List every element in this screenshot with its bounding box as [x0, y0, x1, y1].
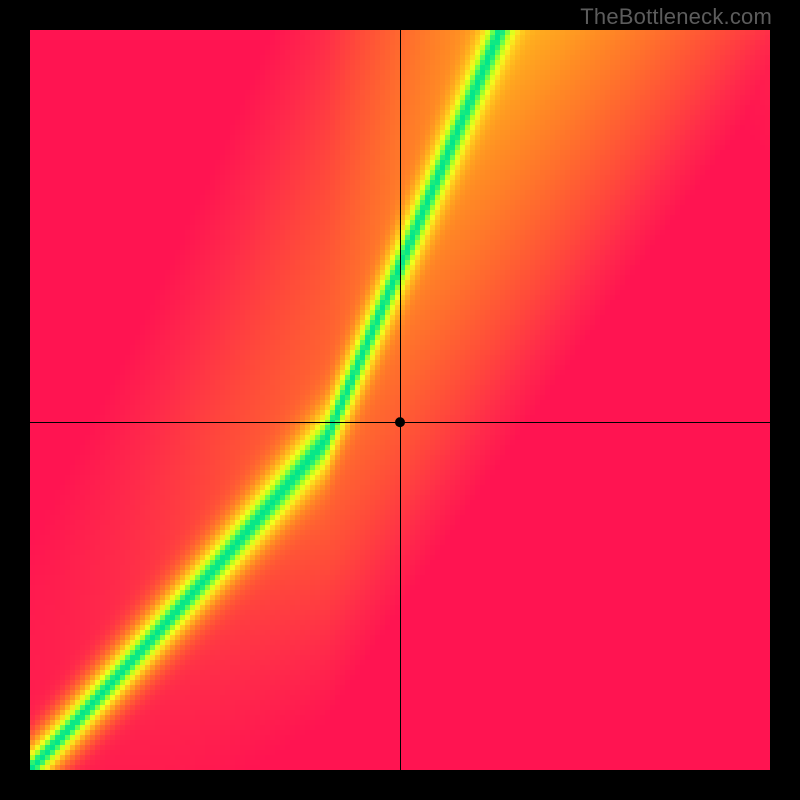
watermark-text: TheBottleneck.com [580, 4, 772, 30]
heatmap-canvas [30, 30, 770, 770]
chart-root: TheBottleneck.com [0, 0, 800, 800]
